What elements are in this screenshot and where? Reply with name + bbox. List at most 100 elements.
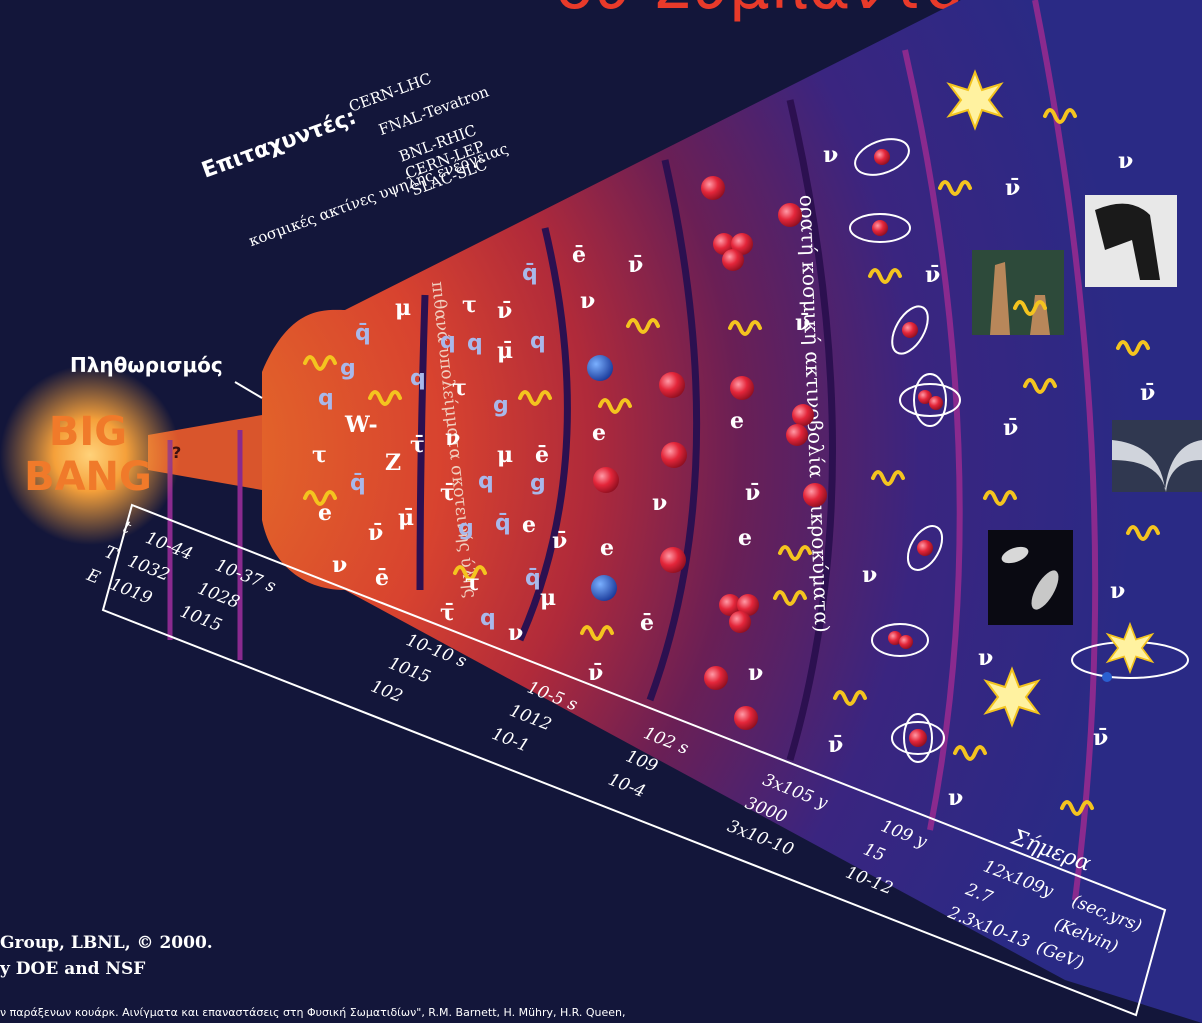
baryon xyxy=(659,372,685,398)
particle-gluon: g xyxy=(340,356,356,381)
baryon xyxy=(660,547,686,573)
baryon xyxy=(593,467,619,493)
particle-quark: q xyxy=(467,331,483,356)
credits-line1: Group, LBNL, © 2000. xyxy=(0,933,213,953)
bigbang-glow xyxy=(0,365,180,545)
particle-positron: ē xyxy=(640,610,654,636)
particle-antineutrino: ν̄ xyxy=(828,732,843,758)
particle-positron: ē xyxy=(572,242,586,268)
particle-muon: μ xyxy=(497,442,513,468)
particle-positron: ē xyxy=(535,442,549,468)
bigbang-line2: BANG xyxy=(24,454,152,500)
particle-antiquark: q̄ xyxy=(350,471,366,496)
particle-electron: e xyxy=(592,420,606,446)
particle-quark: q xyxy=(480,606,496,631)
inflation-label: Πληθωρισμός xyxy=(70,353,223,377)
particle-z-boson: Z xyxy=(385,450,401,476)
pillars-of-creation-photo xyxy=(972,250,1064,335)
particle-tau: τ xyxy=(462,292,477,318)
particle-neutrino: ν xyxy=(652,490,667,516)
particle-antineutrino: ν̄ xyxy=(628,252,643,278)
particle-neutrino: ν xyxy=(748,660,763,686)
hadron-epoch: ē ν̄ ν e ν e ē ν̄ xyxy=(572,242,687,686)
bigbang-line1: BIG xyxy=(49,409,127,455)
particle-electron: e xyxy=(522,512,536,538)
particle-antimuon: μ̄ xyxy=(497,338,513,364)
particle-neutrino: ν xyxy=(1110,578,1125,604)
reference-footer: ν παράξενων κουάρκ. Αινίγματα και επανασ… xyxy=(0,1006,626,1019)
cone-region xyxy=(262,0,1202,1023)
particle-antineutrino: ν̄ xyxy=(745,480,760,506)
particle-antineutrino: ν̄ xyxy=(1093,725,1108,751)
timeline-band xyxy=(101,503,1167,1017)
particle-antineutrino: ν̄ xyxy=(1005,175,1020,201)
particle-tau: τ xyxy=(312,442,327,468)
particle-positron: ē xyxy=(375,565,389,591)
col3-E: 10-1 xyxy=(489,724,532,757)
particle-neutrino: ν xyxy=(332,552,347,578)
particle-antiquark: q̄ xyxy=(355,321,371,346)
particle-quark: q xyxy=(478,469,494,494)
particle-tau: τ xyxy=(465,570,480,596)
bigbang-question: ? xyxy=(172,443,181,462)
particle-neutrino: ν xyxy=(1118,148,1133,174)
particle-antineutrino: ν̄ xyxy=(552,528,567,554)
particle-muon: μ xyxy=(395,295,411,321)
inflation-arrow xyxy=(234,381,263,399)
particle-neutrino: ν xyxy=(445,425,460,451)
particle-antineutrino: ν̄ xyxy=(1140,380,1155,406)
particle-antineutrino: ν̄ xyxy=(368,520,383,546)
particle-antineutrino: ν̄ xyxy=(497,298,512,324)
particle-antimuon: μ̄ xyxy=(398,505,414,531)
particle-w-boson: W- xyxy=(344,412,378,438)
credits-line2: y DOE and NSF xyxy=(0,959,145,979)
particle-quark: q xyxy=(318,386,334,411)
particle-neutrino: ν xyxy=(862,562,877,588)
particle-antitau: τ̄ xyxy=(440,600,455,626)
particle-muon: μ xyxy=(540,585,556,611)
earth-icon xyxy=(1102,672,1112,682)
particle-antineutrino: ν̄ xyxy=(1003,415,1018,441)
particle-neutrino: ν xyxy=(508,620,523,646)
particle-gluon: g xyxy=(458,516,474,541)
structure-epoch: ν ν̄ ν̄ ν ν ν̄ ν xyxy=(948,71,1202,816)
col4-E: 10-4 xyxy=(605,770,648,803)
epoch-boundaries xyxy=(416,99,836,761)
accelerators-title: Επιταχυντές: xyxy=(199,105,360,184)
particle-antitau: τ̄ xyxy=(440,480,455,506)
meson xyxy=(587,355,613,381)
particle-neutrino: ν xyxy=(580,288,595,314)
row-label-E: E xyxy=(83,565,103,589)
particle-antineutrino: ν̄ xyxy=(795,310,810,336)
particle-electron: e xyxy=(730,408,744,434)
epoch-boundaries-light xyxy=(902,0,1099,901)
particle-antineutrino: ν̄ xyxy=(925,262,940,288)
cosmic-rays-label: κοσμικές ακτίνες υψηλής ενέργειας xyxy=(246,139,510,250)
particle-electron: e xyxy=(738,525,752,551)
particle-tau: τ xyxy=(452,375,467,401)
col1-E: 1015 xyxy=(177,602,225,636)
quark-gluon-soup: q̄ μ g q q W- τ Z τ̄ q̄ e ν̄ μ̄ ν ē τ ν̄… xyxy=(303,261,567,646)
particle-neutrino: ν xyxy=(823,142,838,168)
particle-antiquark: q̄ xyxy=(525,566,541,591)
particle-antitau: τ̄ xyxy=(410,432,425,458)
meson xyxy=(591,575,617,601)
col2-E: 102 xyxy=(368,677,406,707)
particle-antiquark: q̄ xyxy=(522,261,538,286)
nucleosynthesis-epoch: ν̄ e ν̄ e ν xyxy=(701,176,827,730)
col0-E: 1019 xyxy=(107,574,155,608)
particle-electron: e xyxy=(318,500,332,526)
baryon xyxy=(661,442,687,468)
particle-quark: q xyxy=(530,329,546,354)
particle-gluon: g xyxy=(493,393,509,418)
accelerators-block: Επιταχυντές: CERN-LHC FNAL-Tevatron BNL-… xyxy=(199,69,511,250)
particle-antineutrino: ν̄ xyxy=(588,660,603,686)
particle-quark: q xyxy=(440,329,456,354)
particle-antiquark: q̄ xyxy=(495,511,511,536)
particle-quark: q xyxy=(410,366,426,391)
particle-neutrino: ν xyxy=(978,645,993,671)
galaxy-pair-photo xyxy=(988,530,1073,625)
particle-gluon: g xyxy=(530,471,546,496)
